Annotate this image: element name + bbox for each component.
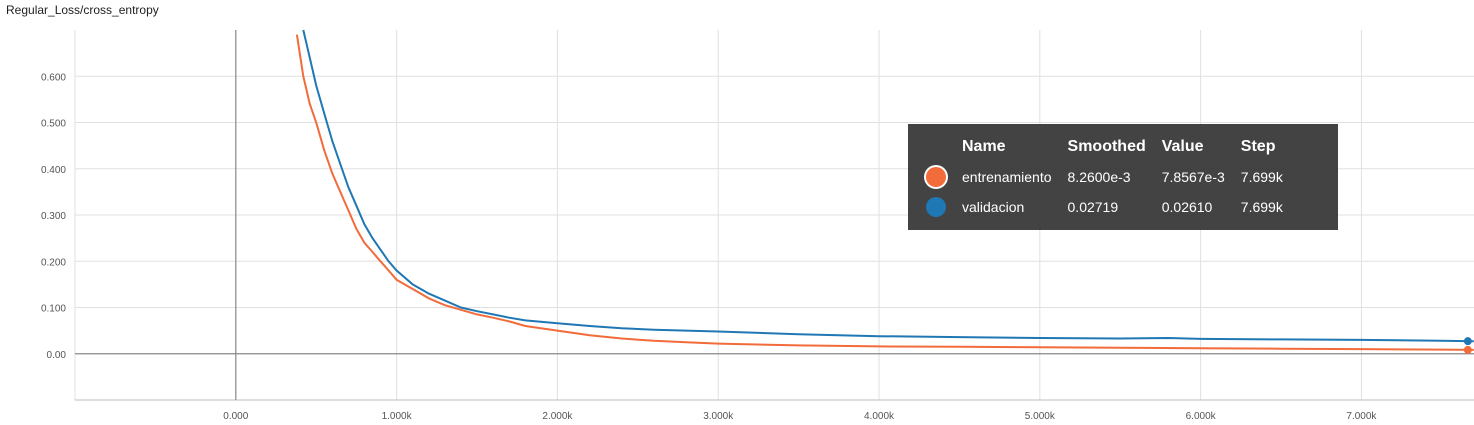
x-tick-label: 5.000k — [1025, 411, 1056, 422]
y-tick-label: 0.400 — [41, 165, 66, 176]
x-tick-label: 0.000 — [223, 411, 248, 422]
series-line-validacion — [302, 29, 1474, 343]
tooltip-step: 7.699k — [1240, 199, 1283, 215]
series-end-marker — [1463, 345, 1472, 354]
tooltip-smoothed: 8.2600e-3 — [1067, 169, 1131, 185]
hover-tooltip: Name Smoothed Value Step entrenamiento 8… — [908, 124, 1338, 230]
y-tick-label: 0.100 — [41, 304, 66, 315]
axes — [74, 30, 1474, 401]
x-tick-label: 2.000k — [542, 411, 573, 422]
tooltip-series-name: entrenamiento — [962, 169, 1052, 185]
x-tick-label: 6.000k — [1186, 411, 1217, 422]
x-tick-labels: 0.000 1.000k 2.000k 3.000k 4.000k 5.000k 6.000… — [223, 411, 1377, 422]
x-tick-label: 7.000k — [1346, 411, 1377, 422]
x-tick-label: 1.000k — [382, 411, 413, 422]
series-end-marker — [1463, 337, 1472, 346]
tooltip-step: 7.699k — [1240, 169, 1283, 185]
y-tick-label: 0.500 — [41, 119, 66, 130]
y-tick-label: 0.600 — [41, 72, 66, 83]
tooltip-series-name: validacion — [962, 199, 1025, 215]
series-lines — [295, 29, 1474, 354]
series-color-dot — [926, 197, 946, 217]
x-tick-label: 4.000k — [864, 411, 895, 422]
y-tick-label: 0.300 — [41, 211, 66, 222]
tooltip-value: 7.8567e-3 — [1161, 169, 1225, 185]
y-tick-label: 0.200 — [41, 257, 66, 268]
tooltip-header-smoothed: Smoothed — [1067, 138, 1146, 155]
tooltip-row: entrenamiento 8.2600e-3 7.8567e-3 7.699k — [918, 162, 1291, 192]
tooltip-header-step: Step — [1240, 138, 1276, 155]
y-tick-labels: 0.00 0.100 0.200 0.300 0.400 0.500 0.600 — [41, 72, 66, 361]
series-line-entrenamiento — [295, 34, 1474, 351]
tooltip-smoothed: 0.02719 — [1067, 199, 1119, 215]
series-color-dot — [926, 167, 946, 187]
y-tick-label: 0.00 — [47, 350, 67, 361]
tooltip-header-value: Value — [1161, 138, 1204, 155]
tooltip-row: validacion 0.02719 0.02610 7.699k — [918, 192, 1291, 222]
tooltip-header-name: Name — [962, 138, 1006, 155]
tooltip-value: 0.02610 — [1161, 199, 1213, 215]
chart-title: Regular_Loss/cross_entropy — [6, 3, 159, 17]
x-tick-label: 3.000k — [703, 411, 734, 422]
